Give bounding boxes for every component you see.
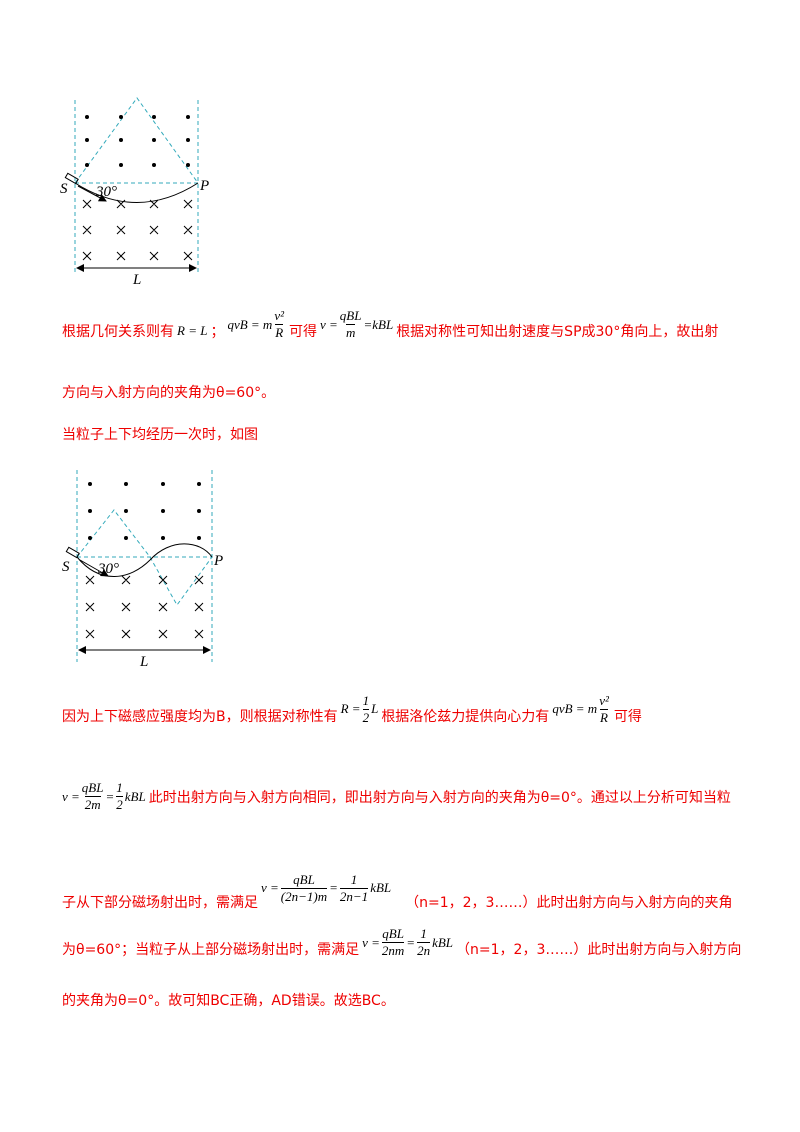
equation: v = qBL 2m = 1 2 kBL [62,780,146,813]
math: qvB = m [227,316,273,332]
label: P [199,178,209,194]
text: 当粒子上下均经历一次时，如图 [62,427,258,443]
num: 1 [116,780,123,795]
equation: v = qBL m =kBL [320,308,393,341]
line: 因为上下磁感应强度均为B，则根据对称性有 R = 1 2 L 根据洛伦兹力提供向心力有… [62,693,642,726]
math: = [329,880,338,895]
num: 1 [420,926,427,941]
text: （n=1，2，3……）此时出射方向与入射方向的夹角 [405,895,733,911]
equation: v = qBL 2nm = 1 2n kBL [362,926,453,959]
math: kBL [124,788,146,804]
den: R [600,708,608,725]
equation: R = L [177,322,208,338]
text: （n=1，2，3……）此时出射方向与入射方向 [456,941,742,958]
equation: qvB = m v² R [227,308,286,341]
num: 1 [362,692,370,708]
line: 为θ=60°；当粒子从上部分磁场射出时，需满足 v = qBL 2nm = 1 2n kBL… [62,926,742,959]
text: 方向与入射方向的夹角为θ=60°。 [62,385,276,401]
num: qBL [81,780,104,795]
num: v² [274,308,284,323]
text: 因为上下磁感应强度均为B，则根据对称性有 [62,709,338,725]
math: kBL [370,880,392,895]
den: R [275,324,284,340]
label: L [139,654,148,670]
label: 30° [97,561,119,577]
equation: qvB = m v² R [552,693,611,726]
math: v = [320,316,338,332]
figure-two [65,470,213,662]
text: 根据几何关系则有 [62,323,174,340]
line: 方向与入射方向的夹角为θ=60°。 [62,382,275,402]
label: S [62,559,70,575]
text: 为θ=60°；当粒子从上部分磁场射出时，需满足 [62,941,360,958]
text: 根据洛伦兹力提供向心力有 [381,709,550,725]
den: m [345,324,356,340]
line: 的夹角为θ=0°。故可知BC正确，AD错误。故选BC。 [62,990,395,1010]
math: =kBL [363,316,394,332]
text: 子从下部分磁场射出时，需满足 [62,895,258,911]
math: R = [340,701,361,716]
text: ； [210,323,225,340]
line: 当粒子上下均经历一次时，如图 [62,424,258,444]
text: 的夹角为θ=0°。故可知BC正确，AD错误。故选BC。 [62,993,395,1009]
math: kBL [432,934,454,950]
den: 2 [116,796,123,812]
line: v = qBL 2m = 1 2 kBL 此时出射方向与入射方向相同，即出射方向与入射方向的… [62,780,731,813]
num: v² [599,692,609,708]
den: 2n [417,942,431,958]
label: L [132,272,141,288]
label: 30° [95,184,117,200]
math: = [406,934,416,950]
den: 2nm [381,942,405,958]
den: 2n−1 [339,887,369,904]
label: P [213,553,223,569]
den: 2 [362,708,370,725]
num: 1 [350,871,358,887]
line: 根据几何关系则有 R = L ； qvB = m v² R 可得 v = qBL m =k… [62,308,719,341]
text: 此时出射方向与入射方向相同，即出射方向与入射方向的夹角为θ=0°。通过以上分析可… [148,789,731,806]
text: 可得 [289,323,317,340]
figure-one [64,97,199,272]
den: 2m [84,796,101,812]
line: 子从下部分磁场射出时，需满足 v = qBL (2n−1)m = 1 2n−1 kBL （n… [62,864,732,912]
math: L [371,701,379,716]
math: v = [62,788,80,804]
num: qBL [339,308,362,323]
den: (2n−1)m [280,887,328,904]
label: S [60,181,68,197]
math: qvB = m [552,701,598,716]
text: 可得 [613,709,642,725]
equation: v = qBL (2n−1)m = 1 2n−1 kBL [261,872,391,905]
equation: R = 1 2 L [341,693,379,726]
text: 根据对称性可知出射速度与SP成30°角向上，故出射 [396,323,719,340]
num: qBL [293,871,315,887]
math: = [105,788,115,804]
math: v = [261,880,279,895]
math: v = [362,934,380,950]
num: qBL [382,926,404,941]
